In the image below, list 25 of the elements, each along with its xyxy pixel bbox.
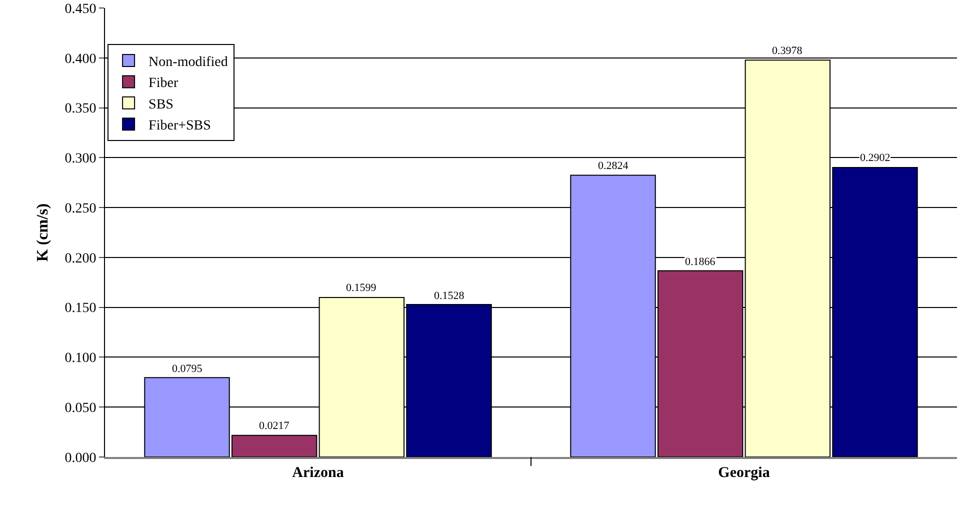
data-label: 0.0217 (259, 420, 290, 432)
text: 0.050 (64, 401, 96, 416)
data-label: 0.1866 (685, 256, 716, 268)
text: 0.250 (64, 201, 96, 216)
legend-label: Non-modified (148, 54, 228, 70)
legend-label: Fiber (148, 76, 178, 92)
data-label: 0.2824 (598, 160, 629, 172)
legend-label: SBS (148, 97, 174, 112)
x-tick-label: Georgia (718, 465, 770, 481)
text: 0.450 (64, 2, 96, 17)
text: 0.000 (64, 450, 96, 466)
data-label: 0.0795 (172, 363, 203, 375)
data-label: 0.3978 (772, 45, 803, 57)
data-label: 0.2902 (860, 152, 890, 164)
data-label: 0.1599 (346, 282, 377, 294)
x-tick-label: Arizona (292, 465, 344, 481)
text: 0.350 (64, 102, 96, 117)
legend-label: Fiber+SBS (148, 118, 211, 134)
text: 0.100 (64, 351, 96, 366)
y-axis-title: K (cm/s) (34, 203, 52, 262)
text: 0.150 (64, 301, 96, 316)
text: 0.400 (64, 52, 96, 67)
data-label: 0.1528 (434, 290, 465, 302)
text: 0.200 (64, 251, 96, 266)
text: 0.300 (64, 152, 96, 167)
